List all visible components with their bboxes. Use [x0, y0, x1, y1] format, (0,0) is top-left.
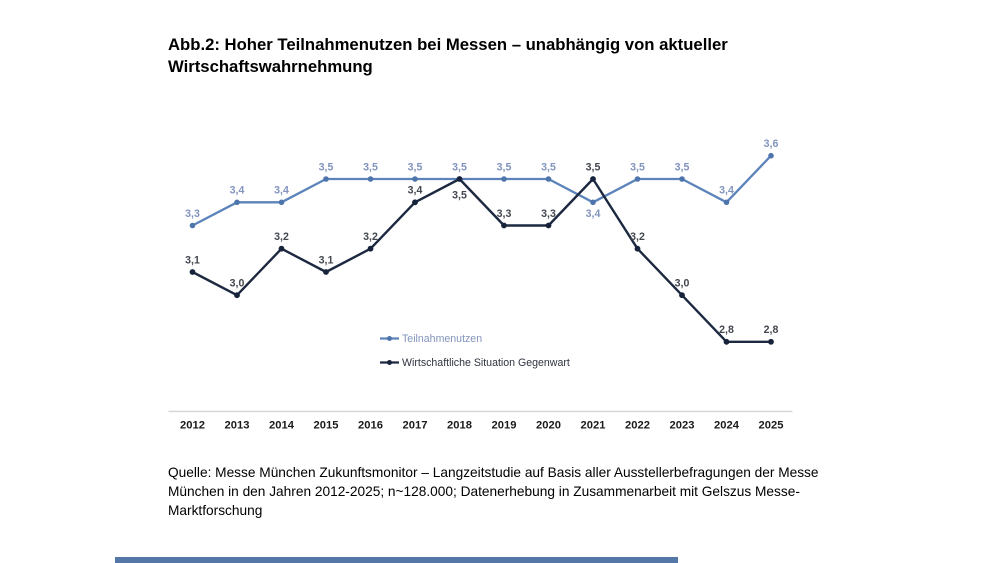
- svg-text:2017: 2017: [403, 419, 428, 431]
- svg-text:3,5: 3,5: [497, 161, 512, 173]
- svg-text:2023: 2023: [670, 419, 695, 431]
- svg-text:3,3: 3,3: [497, 208, 512, 220]
- svg-text:3,5: 3,5: [319, 161, 334, 173]
- svg-text:2015: 2015: [314, 419, 339, 431]
- svg-text:2021: 2021: [581, 419, 606, 431]
- svg-text:3,4: 3,4: [586, 208, 601, 220]
- svg-text:Wirtschaftliche Situation Gege: Wirtschaftliche Situation Gegenwart: [402, 357, 570, 369]
- svg-text:3,5: 3,5: [452, 189, 467, 201]
- svg-text:3,5: 3,5: [452, 161, 467, 173]
- svg-text:3,3: 3,3: [541, 208, 556, 220]
- svg-text:3,5: 3,5: [408, 161, 423, 173]
- svg-text:2022: 2022: [625, 419, 650, 431]
- svg-text:3,2: 3,2: [630, 231, 645, 243]
- svg-text:3,5: 3,5: [630, 161, 645, 173]
- svg-text:3,2: 3,2: [363, 231, 378, 243]
- svg-text:3,5: 3,5: [541, 161, 556, 173]
- svg-text:2024: 2024: [714, 419, 740, 431]
- svg-text:3,2: 3,2: [274, 231, 289, 243]
- svg-text:Teilnahmenutzen: Teilnahmenutzen: [402, 333, 482, 345]
- svg-text:2019: 2019: [492, 419, 517, 431]
- svg-text:2020: 2020: [536, 419, 561, 431]
- svg-text:3,5: 3,5: [363, 161, 378, 173]
- svg-text:3,3: 3,3: [185, 208, 200, 220]
- svg-text:3,0: 3,0: [230, 278, 245, 290]
- svg-text:2,8: 2,8: [764, 324, 779, 336]
- svg-text:3,5: 3,5: [675, 161, 690, 173]
- svg-text:2016: 2016: [358, 419, 383, 431]
- svg-text:2018: 2018: [447, 419, 472, 431]
- svg-text:3,0: 3,0: [675, 278, 690, 290]
- svg-text:3,4: 3,4: [230, 185, 245, 197]
- svg-text:2025: 2025: [759, 419, 784, 431]
- svg-text:2013: 2013: [225, 419, 250, 431]
- svg-text:3,1: 3,1: [185, 254, 200, 266]
- svg-text:2014: 2014: [269, 419, 295, 431]
- svg-text:3,4: 3,4: [719, 185, 734, 197]
- svg-text:3,6: 3,6: [764, 138, 779, 150]
- svg-text:3,4: 3,4: [274, 185, 289, 197]
- svg-text:3,5: 3,5: [586, 161, 601, 173]
- svg-text:3,4: 3,4: [408, 185, 423, 197]
- svg-text:2012: 2012: [180, 419, 205, 431]
- svg-text:3,1: 3,1: [319, 254, 334, 266]
- svg-text:2,8: 2,8: [719, 324, 734, 336]
